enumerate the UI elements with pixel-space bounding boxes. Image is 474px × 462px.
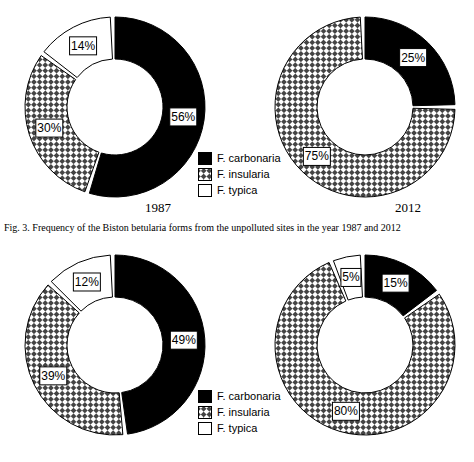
svg-text:30%: 30% [37,121,61,135]
svg-text:15%: 15% [384,276,408,290]
html-text:F. insularia: F. insularia [217,168,270,180]
html-text:F. carbonaria: F. carbonaria [217,152,281,164]
html-text:2012: 2012 [395,200,421,215]
svg-text:14%: 14% [71,39,95,53]
html-text:F. carbonaria: F. carbonaria [217,390,281,402]
svg-text:49%: 49% [172,333,196,347]
svg-text:80%: 80% [334,404,358,418]
svg-text:39%: 39% [41,369,65,383]
html-text:F. insularia: F. insularia [217,406,270,418]
svg-text:12%: 12% [75,275,99,289]
svg-text:56%: 56% [171,110,195,124]
html-text:Fig. 3. Frequency of the Bisto: Fig. 3. Frequency of the Biston betulari… [4,222,401,233]
html-text:F. typica: F. typica [217,422,258,434]
svg-text:5%: 5% [342,270,360,284]
html-text:F. typica: F. typica [217,184,258,196]
svg-text:75%: 75% [305,149,329,163]
html-text:1987: 1987 [145,200,171,215]
svg-text:25%: 25% [401,51,425,65]
